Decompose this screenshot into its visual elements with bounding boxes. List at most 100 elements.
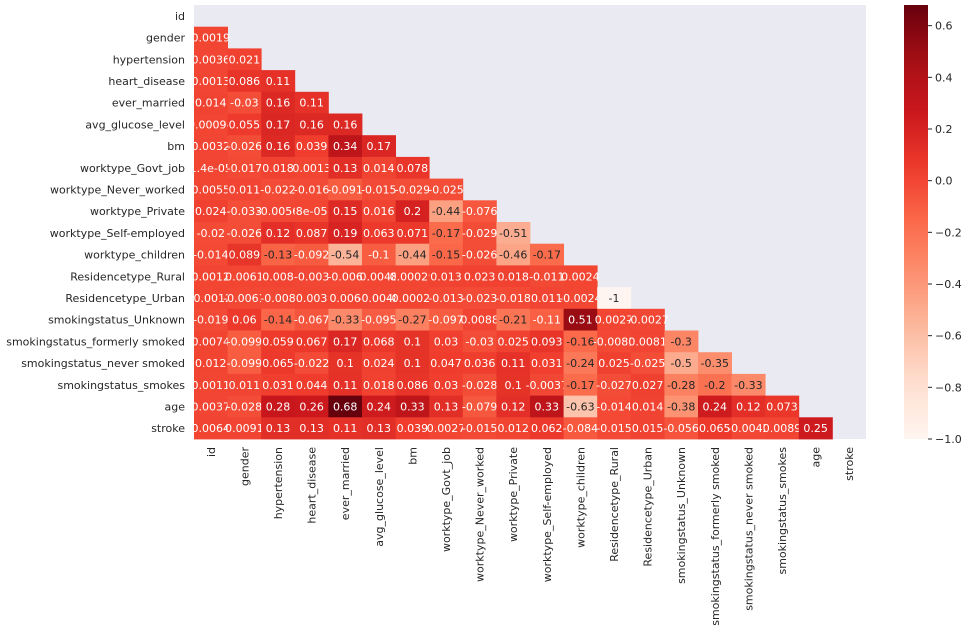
heatmap-cell	[563, 373, 598, 396]
cell-value: -0.014	[193, 249, 228, 262]
cell-value: -0.017	[227, 162, 262, 175]
cell-value: -0.006	[327, 270, 362, 283]
heatmap-cell	[698, 417, 732, 440]
heatmap-cell	[328, 330, 363, 353]
heatmap-cell	[362, 395, 396, 418]
heatmap-cell	[194, 352, 228, 375]
heatmap-cell	[328, 222, 363, 245]
heatmap-cell	[530, 308, 564, 331]
cell-value: -0.011	[529, 270, 564, 283]
heatmap-cell	[630, 417, 665, 440]
cell-value: 0.014	[632, 400, 664, 413]
heatmap-cell	[597, 417, 632, 440]
cell-value: 0.17	[367, 140, 392, 153]
cell-value: 0.062	[531, 422, 563, 435]
heatmap-cell	[731, 373, 766, 396]
x-tick-label: gender	[238, 447, 251, 486]
y-tick-label: Residencetype_Rural	[70, 270, 185, 283]
x-tick-label: age	[810, 447, 823, 468]
cell-value: -0.16	[566, 335, 594, 348]
heatmap-cell	[261, 330, 296, 353]
cell-value: -0.0037	[526, 379, 568, 392]
cell-value: 0.2	[404, 205, 422, 218]
cell-value: 0.011	[229, 379, 261, 392]
heatmap-cell	[294, 330, 329, 353]
heatmap-cell	[294, 200, 329, 223]
heatmap-cell	[698, 395, 732, 418]
cell-value: 0.065	[262, 357, 294, 370]
heatmap-cell	[429, 243, 464, 266]
heatmap-cell	[462, 308, 497, 331]
heatmap-cell	[362, 265, 396, 288]
cell-value: -0.003	[294, 270, 329, 283]
cell-value: 0.0036	[192, 53, 231, 66]
heatmap-cell	[227, 330, 262, 353]
heatmap-cell	[294, 243, 329, 266]
cell-value: 0.068	[363, 335, 395, 348]
heatmap-cell	[227, 135, 262, 158]
cell-value: 0.012	[497, 422, 529, 435]
cell-value: 0.0048	[360, 270, 399, 283]
heatmap-cell	[429, 287, 464, 310]
cell-value: -0.056	[663, 422, 698, 435]
heatmap-cell	[227, 91, 262, 114]
heatmap-cell	[496, 352, 531, 375]
cell-value: 0.17	[266, 118, 291, 131]
heatmap-cell	[294, 113, 329, 136]
heatmap-cell	[496, 395, 531, 418]
heatmap-cell	[462, 417, 497, 440]
cell-value: 0.11	[501, 357, 526, 370]
heatmap-cell	[798, 417, 833, 440]
heatmap-cell	[227, 373, 262, 396]
cell-value: -0.076	[462, 205, 497, 218]
cell-value: -0.015	[462, 422, 497, 435]
cell-value: 0.0061	[225, 270, 264, 283]
heatmap-cell	[664, 352, 699, 375]
heatmap-cell	[227, 265, 262, 288]
heatmap-cell	[261, 395, 296, 418]
cell-value: 0.11	[333, 379, 358, 392]
heatmap-cell	[227, 352, 262, 375]
heatmap-cell	[597, 287, 632, 310]
y-tick-label: worktype_Govt_job	[80, 162, 185, 175]
heatmap-cell	[362, 352, 396, 375]
heatmap-cell	[429, 395, 464, 418]
cell-value: 0.059	[262, 335, 294, 348]
cell-value: 0.26	[299, 400, 324, 413]
heatmap-cell	[294, 265, 329, 288]
cell-value: 0.024	[195, 205, 227, 218]
cell-value: 0.11	[333, 422, 358, 435]
cell-value: 0.013	[430, 270, 462, 283]
cell-value: -0.2	[704, 379, 725, 392]
cell-value: 0.03	[434, 335, 459, 348]
cell-value: 0.51	[568, 314, 593, 327]
cell-value: -0.11	[533, 314, 561, 327]
x-tick-label: heart_disease	[306, 447, 319, 524]
cell-value: -0.0081	[593, 335, 635, 348]
heatmap-cell	[362, 417, 396, 440]
heatmap-cell	[227, 308, 262, 331]
cell-value: 0.0091	[225, 422, 264, 435]
y-tick-label: smokingstatus_formerly smoked	[6, 335, 185, 348]
heatmap-cell	[294, 178, 329, 201]
heatmap-cell	[261, 308, 296, 331]
heatmap-cell	[630, 373, 665, 396]
cell-value: 0.071	[397, 227, 429, 240]
heatmap-cell	[462, 373, 497, 396]
heatmap-cell	[328, 200, 363, 223]
heatmap-cell	[563, 265, 598, 288]
cell-value: 0.16	[266, 140, 291, 153]
heatmap-cell	[395, 330, 430, 353]
cell-value: 0.012	[195, 357, 227, 370]
cell-value: 0.0011	[192, 379, 231, 392]
x-tick-label: bm	[406, 447, 419, 465]
heatmap-cell	[261, 417, 296, 440]
heatmap-cell	[261, 70, 296, 93]
y-tick-label: worktype_Self-employed	[50, 227, 185, 240]
heatmap-cell	[429, 373, 464, 396]
y-tick-label: age	[165, 400, 186, 413]
cell-value: -0.029	[395, 183, 430, 196]
cell-value: -0.3	[670, 335, 691, 348]
cell-value: 0.16	[333, 118, 358, 131]
y-tick-label: smokingstatus_Unknown	[48, 314, 185, 327]
